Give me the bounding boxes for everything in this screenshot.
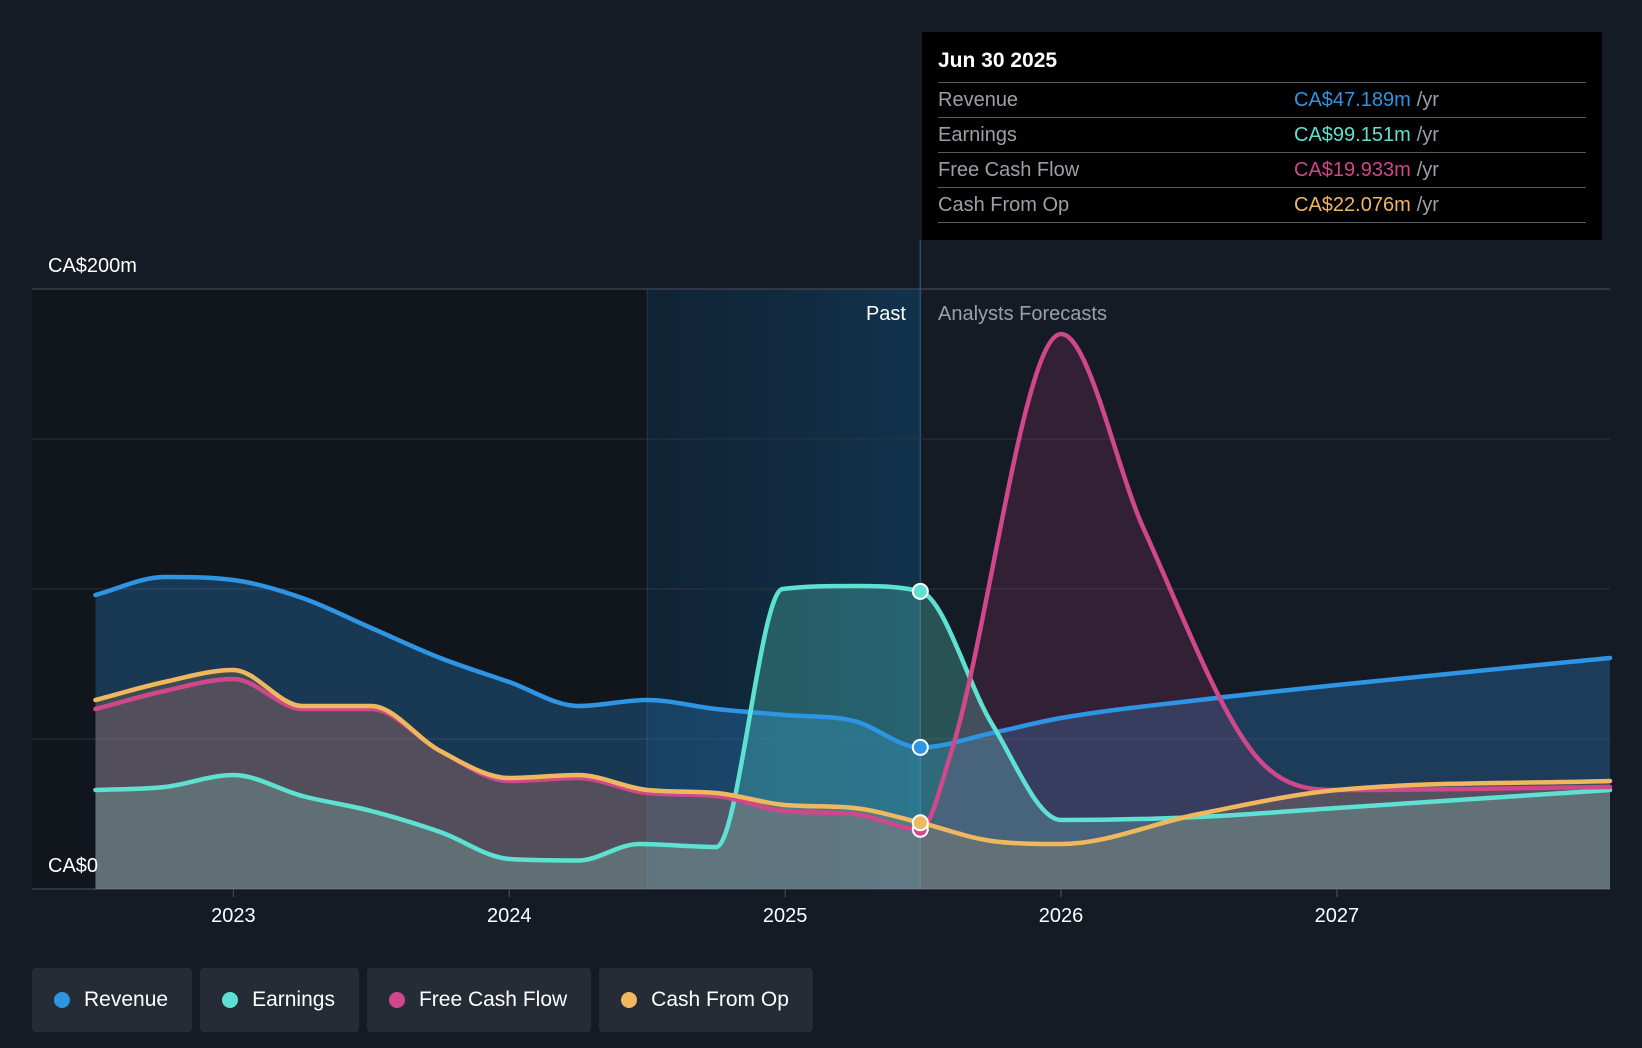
fcf-area	[95, 334, 1611, 889]
tooltip-row-unit: /yr	[1416, 194, 1439, 216]
revenue-marker	[911, 738, 929, 756]
x-tick-label-2027: 2027	[1315, 905, 1360, 927]
cfo-area	[95, 670, 1611, 889]
series-lines	[93, 331, 1613, 863]
x-axis-ticks: 2023 2024 2025 2026 2027	[211, 889, 1359, 927]
tooltip-row-unit: /yr	[1416, 89, 1439, 111]
tooltip-row-label: Revenue	[938, 89, 1019, 111]
tooltip-row-unit: /yr	[1416, 124, 1439, 146]
legend-dot-icon	[388, 992, 405, 1008]
earnings-marker	[911, 582, 929, 600]
x-tick-label-2026: 2026	[1039, 905, 1084, 927]
tooltip-row-label: Cash From Op	[938, 194, 1070, 216]
gridlines	[32, 288, 1610, 890]
legend-label: Revenue	[84, 988, 169, 1011]
legend-label: Earnings	[252, 988, 335, 1011]
tooltip-row-label: Free Cash Flow	[938, 159, 1080, 181]
x-tick-label-2025: 2025	[763, 905, 808, 927]
legend-item-cash-from-op[interactable]: Cash From Op	[599, 968, 813, 1032]
legend-dot-icon	[54, 992, 70, 1008]
tooltip-row: Cash From Op CA$22.076m/yr	[938, 187, 1586, 223]
legend-dot-icon	[621, 992, 638, 1008]
tooltip-row-unit: /yr	[1416, 159, 1439, 181]
legend: Revenue Earnings Free Cash Flow Cash From O…	[32, 968, 813, 1032]
tooltip-row-value: CA$99.151m	[1294, 124, 1411, 146]
revenue-area	[95, 577, 1611, 889]
legend-item-free-cash-flow[interactable]: Free Cash Flow	[366, 968, 592, 1032]
hover-markers	[911, 582, 929, 838]
tooltip-row: Revenue CA$47.189m/yr	[938, 82, 1586, 117]
tooltip-row-value: CA$47.189m	[1294, 89, 1411, 111]
x-tick-label-2023: 2023	[211, 905, 256, 927]
legend-label: Free Cash Flow	[418, 988, 568, 1011]
x-tick-label-2024: 2024	[487, 905, 532, 927]
earnings-area	[95, 586, 1611, 889]
cfo-line	[93, 667, 1613, 847]
tooltip-row-value: CA$19.933m	[1294, 159, 1411, 181]
revenue-line	[93, 574, 1613, 750]
y-axis-min-label: CA$0	[48, 855, 98, 877]
legend-item-revenue[interactable]: Revenue	[32, 968, 193, 1032]
legend-item-earnings[interactable]: Earnings	[200, 968, 359, 1032]
past-label: Past	[866, 303, 906, 325]
series-areas	[95, 334, 1611, 889]
tooltip-row-value: CA$22.076m	[1294, 194, 1411, 216]
legend-dot-icon	[222, 992, 239, 1008]
tooltip-row: Free Cash Flow CA$19.933m/yr	[938, 152, 1586, 187]
y-axis-max-label: CA$200m	[48, 255, 137, 277]
tooltip-row-label: Earnings	[938, 124, 1017, 146]
tooltip-row: Earnings CA$99.151m/yr	[938, 117, 1586, 152]
hover-tooltip: Jun 30 2025 Revenue CA$47.189m/yr Earnings…	[922, 32, 1602, 240]
tooltip-date: Jun 30 2025	[938, 49, 1058, 72]
fcf-line	[93, 331, 1613, 832]
legend-label: Cash From Op	[651, 988, 789, 1011]
cfo-marker	[911, 814, 929, 832]
forecast-label: Analysts Forecasts	[938, 303, 1107, 325]
